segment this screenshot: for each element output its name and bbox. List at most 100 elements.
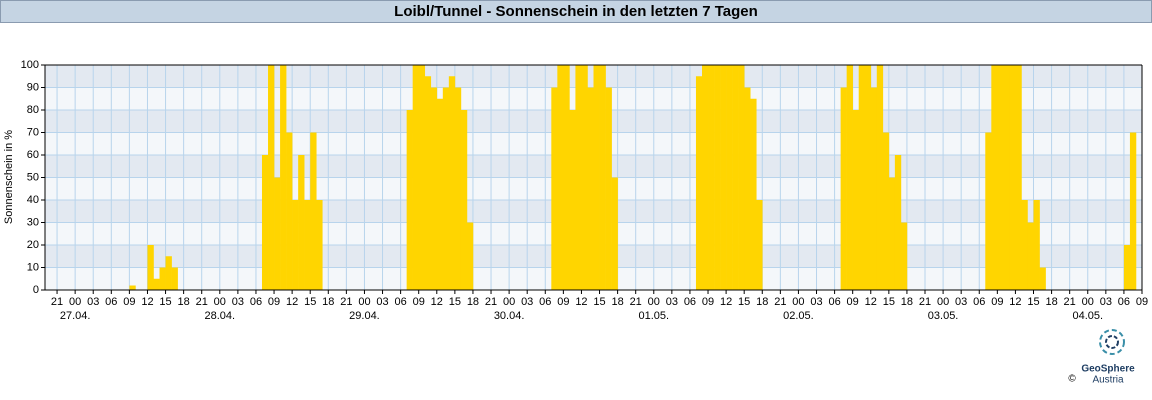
y-tick-label: 0: [33, 284, 39, 296]
x-tick-label: 21: [774, 296, 786, 308]
x-tick-label: 00: [214, 296, 226, 308]
x-tick-label: 03: [955, 296, 967, 308]
bar: [744, 87, 751, 290]
x-tick-label: 09: [847, 296, 859, 308]
bar: [159, 267, 166, 290]
date-label: 28.04.: [204, 310, 235, 322]
bar: [738, 65, 745, 290]
bar: [1015, 65, 1022, 290]
logo-icon: [1099, 329, 1125, 355]
date-label: 01.05.: [638, 310, 669, 322]
copyright: ©: [1068, 374, 1076, 385]
bar: [599, 65, 606, 290]
x-tick-label: 00: [648, 296, 660, 308]
x-tick-label: 00: [1082, 296, 1094, 308]
bar: [876, 65, 884, 290]
bar: [454, 87, 462, 290]
bar: [1129, 132, 1137, 290]
x-tick-label: 09: [268, 296, 280, 308]
x-tick-label: 06: [973, 296, 985, 308]
y-tick-label: 70: [27, 126, 39, 138]
bar: [900, 222, 908, 290]
x-tick-label: 03: [232, 296, 244, 308]
bar: [430, 87, 438, 290]
bar: [563, 65, 570, 290]
y-tick-label: 50: [27, 171, 39, 183]
x-tick-label: 00: [358, 296, 370, 308]
bar: [418, 65, 426, 290]
x-tick-label: 21: [196, 296, 208, 308]
bar: [551, 87, 558, 290]
x-tick-label: 06: [684, 296, 696, 308]
bar: [448, 76, 456, 290]
x-tick-label: 03: [376, 296, 388, 308]
x-tick-label: 06: [105, 296, 117, 308]
bar: [153, 278, 160, 290]
logo-name: GeoSphere: [1081, 364, 1135, 375]
x-tick-label: 12: [575, 296, 587, 308]
bar: [846, 65, 853, 290]
bar: [442, 87, 450, 290]
y-tick-label: 10: [27, 261, 39, 273]
bar: [714, 65, 721, 290]
bar: [316, 200, 323, 290]
x-tick-label: 09: [123, 296, 135, 308]
x-tick-label: 15: [304, 296, 316, 308]
x-tick-label: 18: [756, 296, 768, 308]
x-tick-label: 03: [810, 296, 822, 308]
bar: [1021, 200, 1028, 290]
y-tick-label: 60: [27, 149, 39, 161]
bar: [274, 177, 281, 290]
x-tick-label: 09: [413, 296, 425, 308]
x-tick-label: 18: [901, 296, 913, 308]
x-tick-label: 00: [503, 296, 515, 308]
bar: [1027, 222, 1034, 290]
bar: [726, 65, 733, 290]
x-tick-label: 09: [1136, 296, 1148, 308]
x-tick-label: 03: [1100, 296, 1112, 308]
x-tick-label: 06: [1118, 296, 1130, 308]
bar: [261, 155, 269, 290]
x-tick-label: 15: [159, 296, 171, 308]
x-tick-label: 12: [431, 296, 443, 308]
x-tick-label: 12: [141, 296, 153, 308]
date-label: 03.05.: [928, 310, 959, 322]
x-tick-label: 21: [340, 296, 352, 308]
bar: [720, 65, 727, 290]
x-tick-label: 09: [702, 296, 714, 308]
x-tick-label: 06: [250, 296, 262, 308]
x-tick-label: 06: [539, 296, 551, 308]
bar: [165, 256, 172, 290]
bar: [412, 65, 420, 290]
bar: [858, 65, 866, 290]
bar: [1009, 65, 1016, 290]
x-tick-label: 18: [322, 296, 334, 308]
bar: [701, 65, 709, 290]
bar: [870, 87, 878, 290]
bar: [575, 65, 582, 290]
y-axis-label: Sonnenschein in %: [3, 130, 15, 224]
x-tick-label: 00: [937, 296, 949, 308]
x-tick-label: 03: [87, 296, 99, 308]
bar: [569, 110, 576, 290]
bar: [460, 110, 468, 290]
x-tick-label: 12: [1009, 296, 1021, 308]
x-tick-label: 06: [394, 296, 406, 308]
x-tick-label: 09: [557, 296, 569, 308]
x-tick-label: 06: [828, 296, 840, 308]
bar: [292, 200, 299, 290]
x-tick-label: 03: [521, 296, 533, 308]
bar: [991, 65, 998, 290]
bar: [147, 245, 154, 290]
x-tick-label: 15: [883, 296, 895, 308]
date-label: 27.04.: [60, 310, 91, 322]
bar: [1123, 245, 1131, 290]
y-tick-label: 100: [21, 59, 39, 71]
bar: [756, 200, 763, 290]
bar: [1003, 65, 1010, 290]
bar: [997, 65, 1004, 290]
bar: [298, 155, 305, 290]
y-tick-label: 80: [27, 104, 39, 116]
bar: [593, 65, 600, 290]
x-tick-label: 18: [1045, 296, 1057, 308]
